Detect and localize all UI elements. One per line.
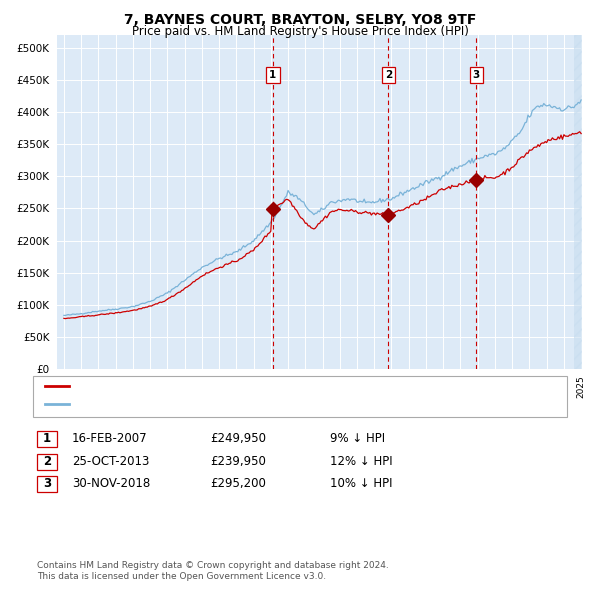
Text: Contains HM Land Registry data © Crown copyright and database right 2024.: Contains HM Land Registry data © Crown c… xyxy=(37,560,389,569)
Text: 2: 2 xyxy=(385,70,392,80)
Text: Price paid vs. HM Land Registry's House Price Index (HPI): Price paid vs. HM Land Registry's House … xyxy=(131,25,469,38)
Text: This data is licensed under the Open Government Licence v3.0.: This data is licensed under the Open Gov… xyxy=(37,572,326,581)
Bar xyxy=(574,35,582,369)
Text: 7, BAYNES COURT, BRAYTON, SELBY, YO8 9TF (detached house): 7, BAYNES COURT, BRAYTON, SELBY, YO8 9TF… xyxy=(73,382,421,391)
Text: 10% ↓ HPI: 10% ↓ HPI xyxy=(330,477,392,490)
Text: 3: 3 xyxy=(473,70,480,80)
Text: 25-OCT-2013: 25-OCT-2013 xyxy=(72,455,149,468)
Text: 2: 2 xyxy=(43,455,51,468)
Text: 12% ↓ HPI: 12% ↓ HPI xyxy=(330,455,392,468)
Text: £249,950: £249,950 xyxy=(210,432,266,445)
Text: 3: 3 xyxy=(43,477,51,490)
Text: 7, BAYNES COURT, BRAYTON, SELBY, YO8 9TF: 7, BAYNES COURT, BRAYTON, SELBY, YO8 9TF xyxy=(124,13,476,27)
Text: £295,200: £295,200 xyxy=(210,477,266,490)
Text: HPI: Average price, detached house, North Yorkshire: HPI: Average price, detached house, Nort… xyxy=(73,399,359,409)
Text: 9% ↓ HPI: 9% ↓ HPI xyxy=(330,432,385,445)
Text: 16-FEB-2007: 16-FEB-2007 xyxy=(72,432,148,445)
Text: £239,950: £239,950 xyxy=(210,455,266,468)
Text: 1: 1 xyxy=(43,432,51,445)
Text: 30-NOV-2018: 30-NOV-2018 xyxy=(72,477,150,490)
Text: 1: 1 xyxy=(269,70,277,80)
